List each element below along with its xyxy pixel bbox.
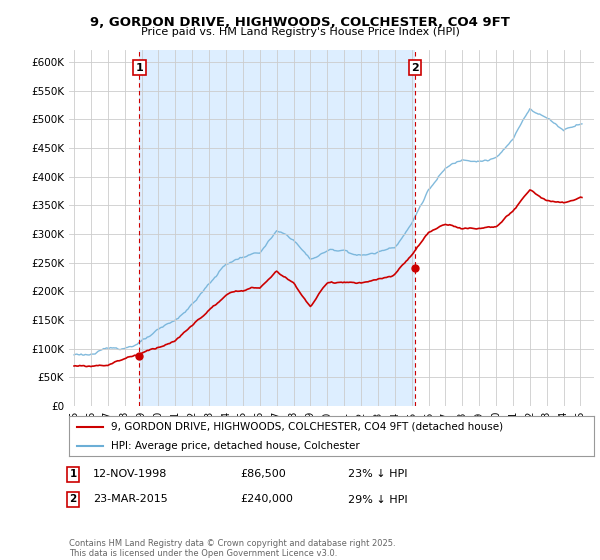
Text: Price paid vs. HM Land Registry's House Price Index (HPI): Price paid vs. HM Land Registry's House … <box>140 27 460 37</box>
Text: 23-MAR-2015: 23-MAR-2015 <box>93 494 168 505</box>
Text: 12-NOV-1998: 12-NOV-1998 <box>93 469 167 479</box>
Text: £86,500: £86,500 <box>240 469 286 479</box>
Text: 9, GORDON DRIVE, HIGHWOODS, COLCHESTER, CO4 9FT (detached house): 9, GORDON DRIVE, HIGHWOODS, COLCHESTER, … <box>111 422 503 432</box>
Text: 1: 1 <box>70 469 77 479</box>
Text: £240,000: £240,000 <box>240 494 293 505</box>
Text: 2: 2 <box>70 494 77 505</box>
Text: HPI: Average price, detached house, Colchester: HPI: Average price, detached house, Colc… <box>111 441 360 450</box>
Bar <box>139 50 415 406</box>
Text: 1: 1 <box>136 63 143 73</box>
Text: Contains HM Land Registry data © Crown copyright and database right 2025.
This d: Contains HM Land Registry data © Crown c… <box>69 539 395 558</box>
Text: 9, GORDON DRIVE, HIGHWOODS, COLCHESTER, CO4 9FT: 9, GORDON DRIVE, HIGHWOODS, COLCHESTER, … <box>90 16 510 29</box>
Text: 2: 2 <box>411 63 419 73</box>
Text: 23% ↓ HPI: 23% ↓ HPI <box>348 469 407 479</box>
Text: 29% ↓ HPI: 29% ↓ HPI <box>348 494 407 505</box>
